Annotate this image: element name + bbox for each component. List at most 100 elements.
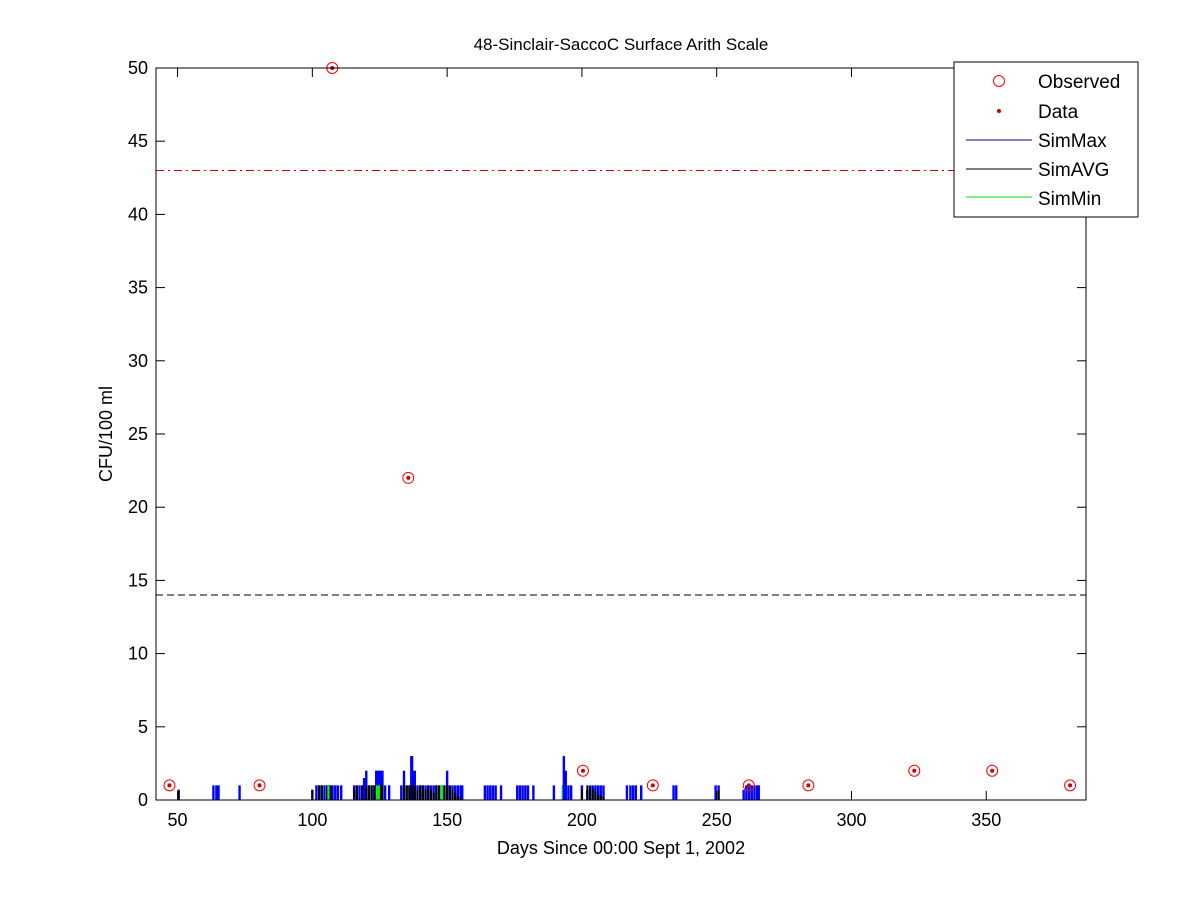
simmin-bar xyxy=(375,785,379,800)
simmax-bar xyxy=(567,785,570,800)
simavg-bar xyxy=(412,785,415,800)
data-point xyxy=(746,783,751,788)
simmax-bar xyxy=(562,756,566,800)
simavg-bar xyxy=(380,785,383,800)
simmax-bar xyxy=(596,785,600,800)
simmax-bar xyxy=(217,785,220,800)
simavg-bar xyxy=(597,794,600,800)
observed-point xyxy=(253,779,266,792)
x-tick-label: 300 xyxy=(836,810,866,830)
simmax-bar xyxy=(489,785,492,800)
simavg-bar xyxy=(459,797,462,800)
simmax-bar xyxy=(400,785,403,800)
data-point xyxy=(406,475,411,480)
simavg-bar xyxy=(591,788,594,800)
simavg-bar xyxy=(365,785,368,800)
y-tick-label: 40 xyxy=(128,204,148,224)
x-tick-label: 150 xyxy=(432,810,462,830)
x-axis-label: Days Since 00:00 Sept 1, 2002 xyxy=(497,838,745,858)
data-point xyxy=(806,783,811,788)
simmax-bar xyxy=(212,785,215,800)
simmax-bar xyxy=(521,785,524,800)
chart-title: 48-Sinclair-SaccoC Surface Arith Scale xyxy=(474,35,769,54)
simavg-bar xyxy=(361,785,364,800)
simavg-bar xyxy=(435,785,438,800)
simmax-bar xyxy=(410,756,414,800)
simavg-bar xyxy=(602,797,605,800)
simmax-bar xyxy=(640,785,643,800)
legend: Observed Data SimMax SimAVG SimMin xyxy=(953,61,1139,218)
simavg-bar xyxy=(451,789,454,800)
simmax-bar xyxy=(625,785,629,800)
simmax-bar xyxy=(215,785,218,800)
legend-data: Data xyxy=(1038,102,1079,123)
simmax-bar xyxy=(631,785,635,800)
simavg-bar xyxy=(586,785,589,800)
y-tick-label: 25 xyxy=(128,424,148,444)
simmax-bar xyxy=(569,785,573,800)
simavg-bar xyxy=(403,785,405,800)
simmax-bar xyxy=(714,785,717,800)
simavg-bar xyxy=(355,785,358,800)
simavg-bar xyxy=(408,785,411,800)
legend-simmin: SimMin xyxy=(1038,189,1101,210)
data-point xyxy=(912,768,917,773)
simavg-bar xyxy=(454,792,457,800)
simmax-bar xyxy=(672,785,675,800)
y-tick-label: 30 xyxy=(128,351,148,371)
simmax-bar xyxy=(456,785,460,800)
simavg-bar xyxy=(448,785,451,800)
simmin-bar xyxy=(440,785,443,800)
simmax-bar xyxy=(750,785,753,800)
simmax-bar xyxy=(747,785,751,800)
y-tick-label: 0 xyxy=(138,790,148,810)
simmax-bar xyxy=(387,785,391,800)
simmax-bar xyxy=(742,789,745,800)
simmax-bar xyxy=(459,785,462,800)
simavg-bar xyxy=(373,785,376,800)
data-point xyxy=(257,783,262,788)
simmax-bar xyxy=(499,785,503,800)
x-tick-label: 50 xyxy=(168,810,188,830)
simmax-bar xyxy=(675,785,678,800)
simavg-bar xyxy=(416,789,419,800)
observed-point xyxy=(163,779,176,792)
y-tick-label: 15 xyxy=(128,570,148,590)
simmax-bar xyxy=(602,785,605,800)
simmin-bar xyxy=(327,785,330,800)
simavg-bar xyxy=(424,789,427,800)
y-tick-label: 50 xyxy=(128,58,148,78)
y-tick-label: 20 xyxy=(128,497,148,517)
simmax-bar xyxy=(383,785,387,800)
data-point xyxy=(167,783,172,788)
simmax-bar xyxy=(629,785,632,800)
simmax-bar xyxy=(323,785,326,800)
legend-data-marker xyxy=(997,109,1001,113)
simmax-bar xyxy=(526,785,530,800)
observed-point xyxy=(646,779,659,792)
simmax-bar xyxy=(362,778,366,800)
simavg-bar xyxy=(594,791,597,800)
observed-point xyxy=(402,471,415,484)
simavg-bar xyxy=(367,785,370,800)
simavg-bar xyxy=(326,785,329,800)
simmax-bar xyxy=(461,785,464,800)
simavg-bar xyxy=(427,785,430,800)
simmax-bar xyxy=(334,785,337,800)
simmax-bar xyxy=(315,785,318,800)
data-point xyxy=(1068,783,1073,788)
simmax-bar xyxy=(524,785,527,800)
x-tick-label: 200 xyxy=(567,810,597,830)
simavg-bar xyxy=(421,785,424,800)
x-tick-label: 100 xyxy=(297,810,327,830)
simavg-bar xyxy=(589,786,591,800)
simmax-bar xyxy=(358,785,361,800)
simmax-bar xyxy=(331,785,334,800)
x-tick-label: 350 xyxy=(971,810,1001,830)
simavg-bar xyxy=(320,785,323,800)
simmax-bar xyxy=(516,785,519,800)
simmax-bar xyxy=(518,785,522,800)
simmin-bar xyxy=(377,785,380,800)
simavg-bar xyxy=(443,785,446,800)
simavg-bar xyxy=(438,785,441,800)
